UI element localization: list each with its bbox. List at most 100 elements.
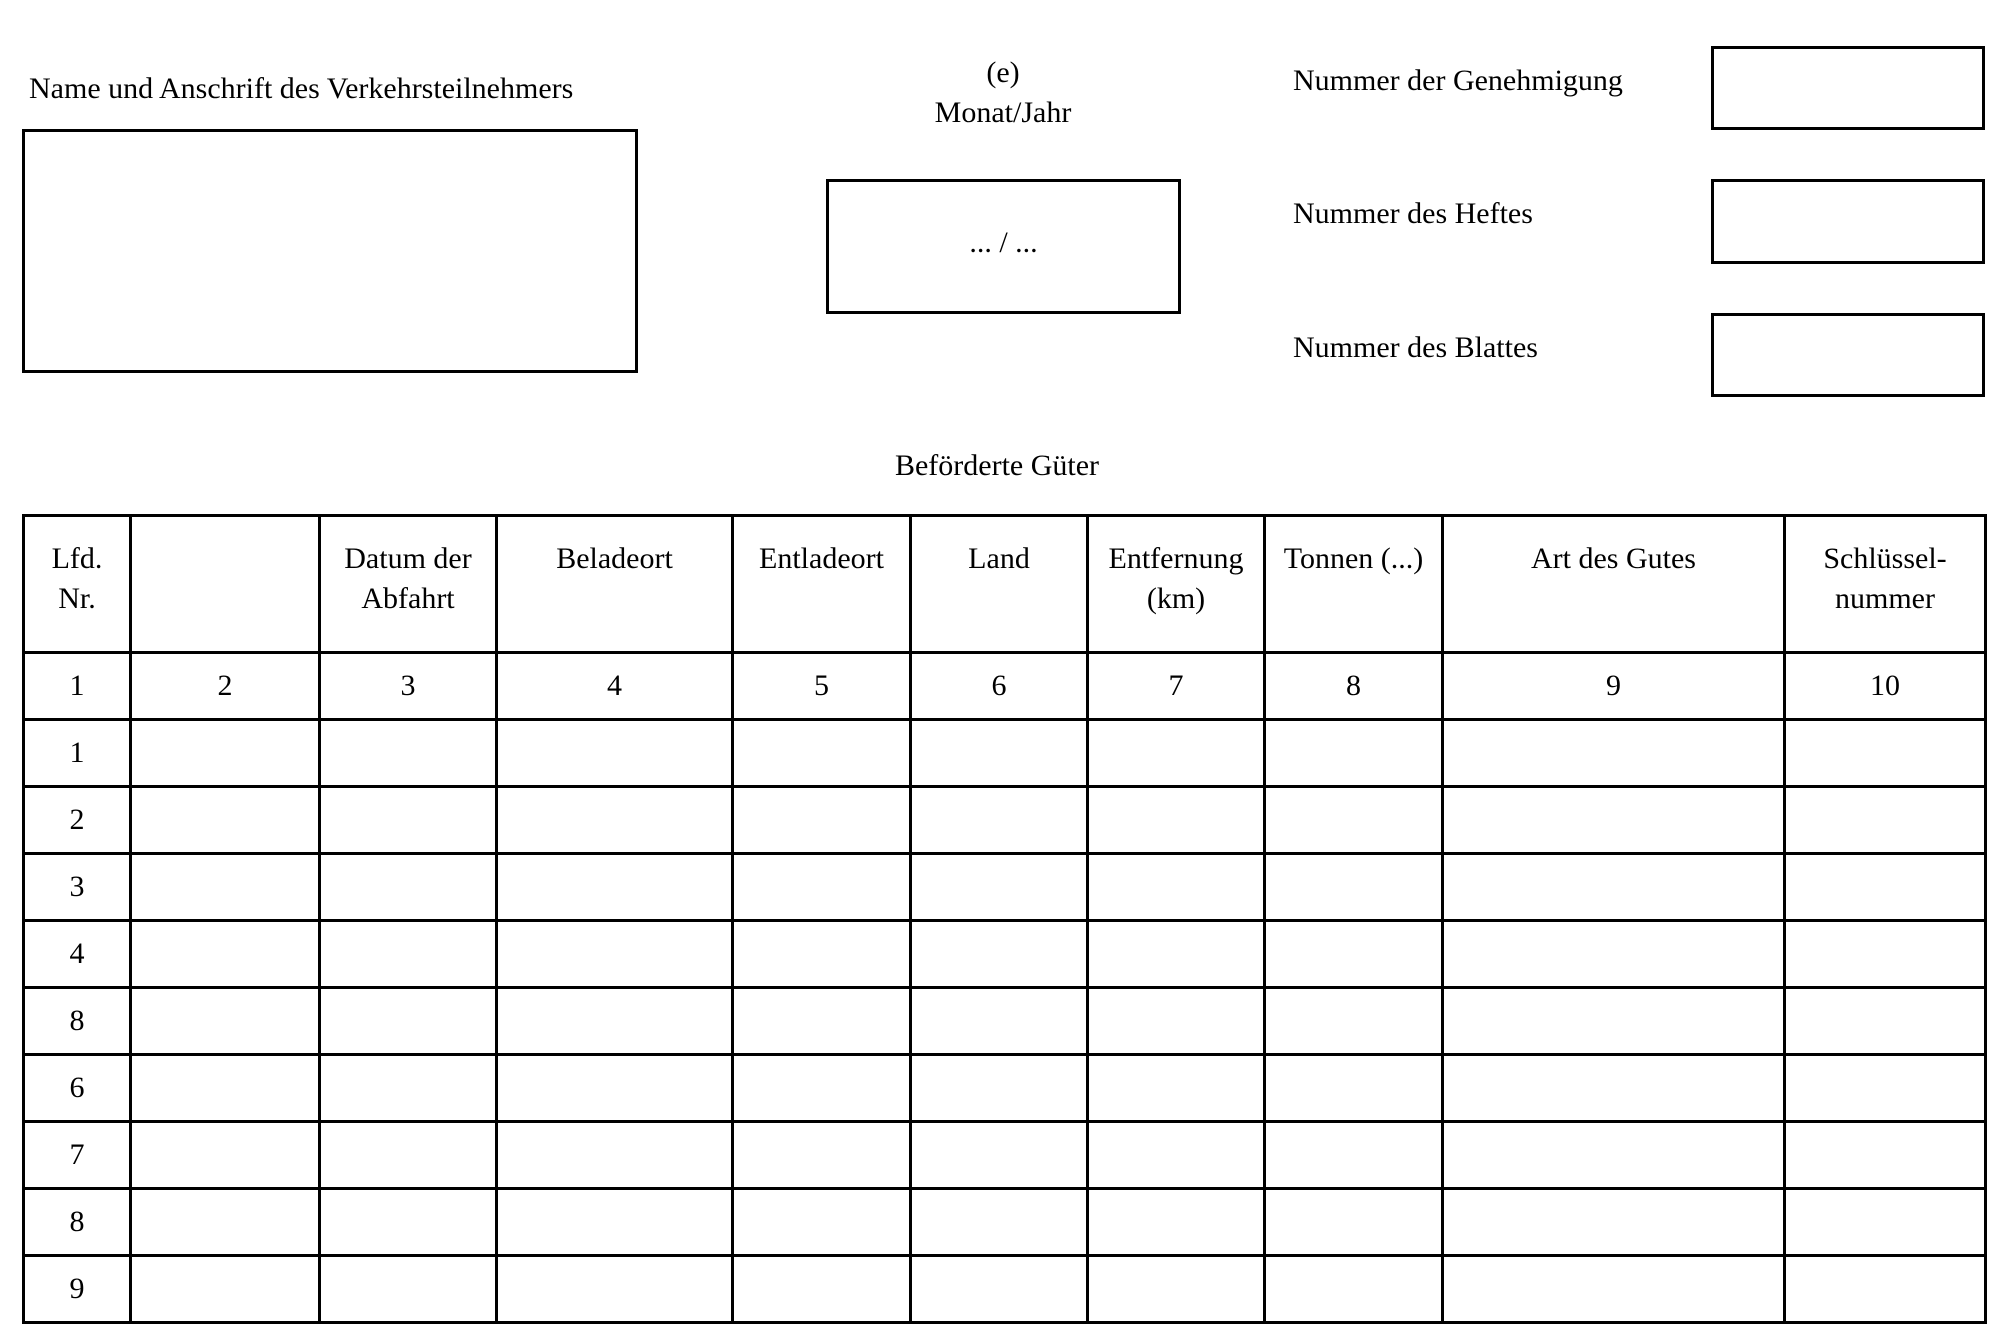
table-cell[interactable]	[1783, 785, 1987, 855]
table-cell[interactable]	[1783, 919, 1987, 989]
table-cell[interactable]	[1783, 1254, 1987, 1324]
table-cell[interactable]	[1783, 1053, 1987, 1123]
table-cell[interactable]	[731, 986, 912, 1056]
table-cell[interactable]	[129, 718, 321, 788]
table-cell[interactable]	[318, 1053, 498, 1123]
table-cell[interactable]	[1441, 852, 1786, 922]
table-cell[interactable]	[318, 919, 498, 989]
table-cell[interactable]	[318, 986, 498, 1056]
table-cell[interactable]	[1441, 986, 1786, 1056]
table-cell[interactable]	[495, 1053, 734, 1123]
table-cell[interactable]	[909, 785, 1089, 855]
table-cell[interactable]	[731, 1120, 912, 1190]
column-number: 2	[129, 651, 321, 721]
table-cell[interactable]	[1263, 718, 1444, 788]
table-cell[interactable]	[1086, 1120, 1266, 1190]
table-cell[interactable]	[1441, 1053, 1786, 1123]
table-cell[interactable]	[1263, 1120, 1444, 1190]
table-cell[interactable]	[1783, 1120, 1987, 1190]
table-cell[interactable]	[318, 1187, 498, 1257]
table-cell[interactable]	[318, 785, 498, 855]
table-cell[interactable]	[1086, 718, 1266, 788]
table-cell[interactable]	[731, 852, 912, 922]
table-cell[interactable]	[1263, 919, 1444, 989]
table-cell[interactable]	[1263, 1053, 1444, 1123]
table-cell[interactable]	[1263, 785, 1444, 855]
table-cell[interactable]	[909, 718, 1089, 788]
table-cell[interactable]	[909, 1053, 1089, 1123]
table-cell[interactable]	[495, 1187, 734, 1257]
table-cell[interactable]	[1086, 986, 1266, 1056]
table-row: 8	[22, 1187, 1987, 1257]
table-cell[interactable]	[1263, 852, 1444, 922]
table-row: 8	[22, 986, 1987, 1056]
table-cell[interactable]	[1086, 1254, 1266, 1324]
table-cell[interactable]	[129, 785, 321, 855]
table-cell[interactable]	[495, 852, 734, 922]
table-cell[interactable]	[909, 852, 1089, 922]
table-cell[interactable]	[1783, 986, 1987, 1056]
table-cell[interactable]	[129, 986, 321, 1056]
table-cell[interactable]	[129, 1053, 321, 1123]
table-cell[interactable]	[1086, 1187, 1266, 1257]
table-row: 6	[22, 1053, 1987, 1123]
table-cell[interactable]	[129, 1187, 321, 1257]
table-cell[interactable]	[129, 1254, 321, 1324]
table-cell[interactable]	[1783, 1187, 1987, 1257]
table-cell[interactable]	[1441, 1120, 1786, 1190]
table-cell[interactable]	[318, 1120, 498, 1190]
column-header-line2: (km)	[1146, 582, 1206, 615]
table-cell[interactable]	[909, 1254, 1089, 1324]
table-cell[interactable]	[495, 785, 734, 855]
name-address-box[interactable]	[22, 129, 638, 373]
table-cell[interactable]	[1441, 718, 1786, 788]
row-number: 2	[22, 785, 132, 855]
table-cell[interactable]	[1086, 852, 1266, 922]
table-cell[interactable]	[495, 919, 734, 989]
table-cell[interactable]	[318, 718, 498, 788]
table-cell[interactable]	[1263, 986, 1444, 1056]
table-cell[interactable]	[495, 718, 734, 788]
table-cell[interactable]	[495, 986, 734, 1056]
table-cell[interactable]	[1783, 718, 1987, 788]
table-cell[interactable]	[1783, 852, 1987, 922]
month-year-box[interactable]: ... / ...	[826, 179, 1181, 314]
column-header-line1: Lfd.	[51, 542, 103, 575]
table-cell[interactable]	[129, 1120, 321, 1190]
table-cell[interactable]	[731, 919, 912, 989]
table-cell[interactable]	[318, 1254, 498, 1324]
table-cell[interactable]	[1086, 1053, 1266, 1123]
table-cell[interactable]	[129, 852, 321, 922]
column-header-line1: Beladeort	[556, 542, 673, 575]
table-cell[interactable]	[318, 852, 498, 922]
table-cell[interactable]	[129, 919, 321, 989]
table-cell[interactable]	[909, 919, 1089, 989]
table-cell[interactable]	[1441, 1187, 1786, 1257]
table-cell[interactable]	[731, 1053, 912, 1123]
table-cell[interactable]	[731, 1187, 912, 1257]
table-cell[interactable]	[1263, 1254, 1444, 1324]
column-header-line1: Datum der	[344, 542, 472, 575]
table-cell[interactable]	[1441, 919, 1786, 989]
column-number: 4	[495, 651, 734, 721]
table-cell[interactable]	[1086, 919, 1266, 989]
table-cell[interactable]	[909, 1187, 1089, 1257]
table-cell[interactable]	[1441, 1254, 1786, 1324]
booklet-number-label: Nummer des Heftes	[1293, 197, 1533, 230]
table-cell[interactable]	[1086, 785, 1266, 855]
table-cell[interactable]	[1441, 785, 1786, 855]
table-cell[interactable]	[731, 1254, 912, 1324]
table-cell[interactable]	[909, 1120, 1089, 1190]
table-cell[interactable]	[731, 718, 912, 788]
note-marker: (e)	[986, 56, 1020, 89]
table-cell[interactable]	[731, 785, 912, 855]
table-cell[interactable]	[495, 1254, 734, 1324]
table-row: 7	[22, 1120, 1987, 1190]
column-number: 5	[731, 651, 912, 721]
permit-number-box[interactable]	[1711, 46, 1985, 130]
booklet-number-box[interactable]	[1711, 179, 1985, 264]
table-cell[interactable]	[1263, 1187, 1444, 1257]
sheet-number-box[interactable]	[1711, 313, 1985, 397]
table-cell[interactable]	[909, 986, 1089, 1056]
table-cell[interactable]	[495, 1120, 734, 1190]
